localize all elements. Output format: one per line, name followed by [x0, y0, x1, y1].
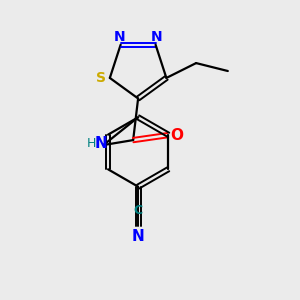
Text: C: C: [134, 204, 143, 217]
Text: N: N: [95, 136, 108, 151]
Text: N: N: [114, 30, 125, 44]
Text: H: H: [87, 136, 96, 150]
Text: O: O: [170, 128, 183, 142]
Text: S: S: [96, 71, 106, 85]
Text: N: N: [151, 30, 162, 44]
Text: N: N: [132, 229, 145, 244]
